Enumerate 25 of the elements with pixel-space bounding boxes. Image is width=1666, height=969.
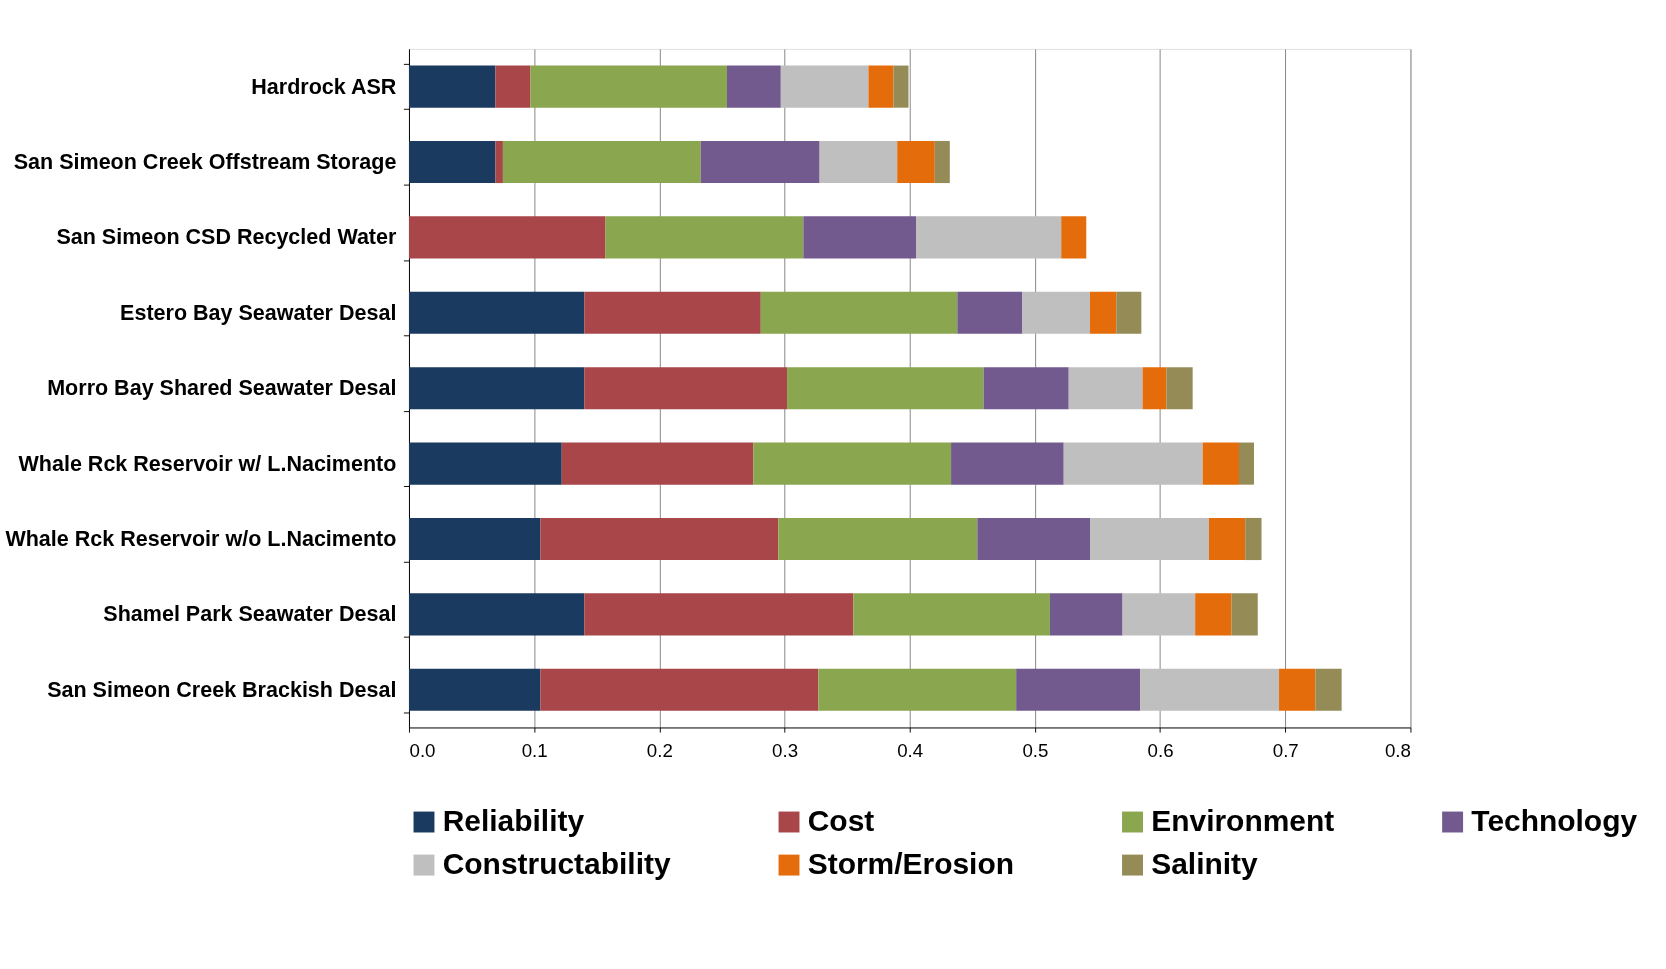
x-tick-label: 0.7 xyxy=(1272,739,1299,761)
y-tick-label: Morro Bay Shared Seawater Desal xyxy=(47,376,397,401)
x-tick-label: 0.3 xyxy=(772,739,799,761)
legend-label: Technology xyxy=(1471,804,1638,838)
y-tick-label: San Simeon Creek Offstream Storage xyxy=(13,150,397,175)
y-tick-label: San Simeon CSD Recycled Water xyxy=(56,225,397,250)
y-tick-label: Hardrock ASR xyxy=(251,74,397,99)
x-tick-label: 0.5 xyxy=(1022,739,1049,761)
legend-label: Environment xyxy=(1151,804,1335,838)
legend-label: Storm/Erosion xyxy=(807,847,1014,881)
y-tick-label: Whale Rck Reservoir w/o L.Nacimento xyxy=(5,527,397,552)
x-tick-label: 0.1 xyxy=(521,739,548,761)
legend-label: Salinity xyxy=(1151,847,1259,881)
y-tick-label: San Simeon Creek Brackish Desal xyxy=(47,677,397,702)
legend-label: Reliability xyxy=(442,804,585,838)
x-tick-label: 0.4 xyxy=(897,739,924,761)
x-tick-label: 0.8 xyxy=(1384,739,1411,761)
y-tick-label: Shamel Park Seawater Desal xyxy=(103,602,397,627)
x-tick-label: 0.6 xyxy=(1147,739,1174,761)
y-tick-label: Whale Rck Reservoir w/ L.Nacimento xyxy=(18,451,397,476)
legend-label: Cost xyxy=(807,804,875,838)
x-tick-label: 0.2 xyxy=(646,739,673,761)
x-tick-label: 0.0 xyxy=(409,739,436,761)
legend-label: Constructability xyxy=(442,847,671,881)
y-tick-label: Estero Bay Seawater Desal xyxy=(120,300,397,325)
